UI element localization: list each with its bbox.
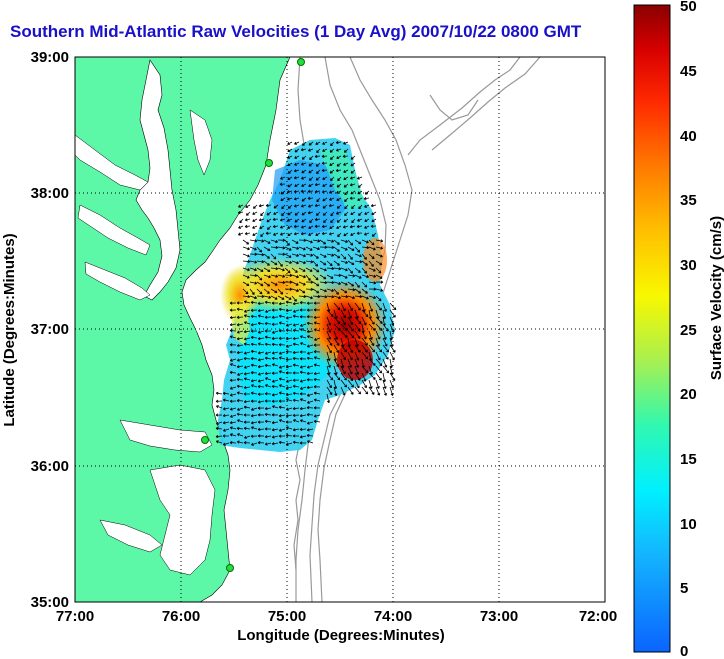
colorbar-tick-label: 25: [680, 322, 697, 339]
radar-station-4[interactable]: [226, 564, 234, 572]
radar-station-3[interactable]: [201, 436, 209, 444]
velocity-field-blue: [272, 160, 345, 235]
colorbar-label: Surface Velocity (cm/s): [708, 216, 724, 380]
x-ticks: 77:00 76:00 75:00 74:00 73:00 72:00: [56, 608, 617, 625]
pamlico-sound: [149, 464, 216, 576]
y-tick-label: 39:00: [31, 49, 69, 66]
map-area: [75, 57, 605, 602]
colorbar: 50 45 40 35 30 25 20 15 10 5 0 Surface V…: [633, 0, 724, 659]
velocity-field: [215, 138, 397, 452]
map-frame: [74, 56, 606, 603]
colorbar-tick-label: 45: [680, 63, 697, 80]
colorbar-tick-label: 0: [680, 643, 688, 659]
colorbar-tick-label: 50: [680, 0, 697, 15]
colorbar-tick-label: 35: [680, 192, 697, 209]
bay-tributary-2: [77, 204, 151, 256]
colorbar-tick-label: 20: [680, 386, 697, 403]
land-mass: [75, 57, 291, 602]
radar-station-2[interactable]: [265, 159, 273, 167]
colorbar-ticks: 50 45 40 35 30 25 20 15 10 5 0: [680, 0, 697, 659]
map-title: Southern Mid-Atlantic Raw Velocities (1 …: [10, 22, 582, 41]
albemarle-sound: [119, 419, 213, 453]
y-tick-label: 37:00: [31, 321, 69, 338]
bay-mouth-water: [188, 305, 212, 345]
x-tick-label: 73:00: [480, 608, 518, 625]
nc-river: [99, 519, 163, 553]
y-tick-label: 36:00: [31, 458, 69, 475]
x-tick-label: 76:00: [162, 608, 200, 625]
y-tick-label: 38:00: [31, 185, 69, 202]
velocity-vectors: [215, 140, 397, 446]
colorbar-tick-label: 10: [680, 516, 697, 533]
x-axis-label: Longitude (Degrees:Minutes): [237, 627, 445, 644]
colorbar-tick-label: 15: [680, 451, 697, 468]
x-tick-label: 72:00: [579, 608, 617, 625]
x-tick-label: 74:00: [374, 608, 412, 625]
chesapeake-bay: [135, 59, 181, 301]
colorbar-gradient: [633, 4, 671, 653]
x-tick-label: 77:00: [56, 608, 94, 625]
delmarva-inland-water: [189, 109, 213, 176]
radar-station-1[interactable]: [297, 58, 305, 66]
bay-tributary-3: [84, 261, 151, 301]
colorbar-tick-label: 30: [680, 257, 697, 274]
colorbar-tick-label: 5: [680, 580, 688, 597]
y-axis-label: Latitude (Degrees:Minutes): [1, 233, 18, 426]
radar-stations: [201, 58, 305, 572]
y-tick-label: 35:00: [31, 594, 69, 611]
bay-tributary-1: [75, 134, 149, 191]
y-ticks: 39:00 38:00 37:00 36:00 35:00: [31, 49, 69, 611]
colorbar-tick-label: 40: [680, 128, 697, 145]
map-grid: [75, 57, 605, 602]
x-tick-label: 75:00: [268, 608, 306, 625]
